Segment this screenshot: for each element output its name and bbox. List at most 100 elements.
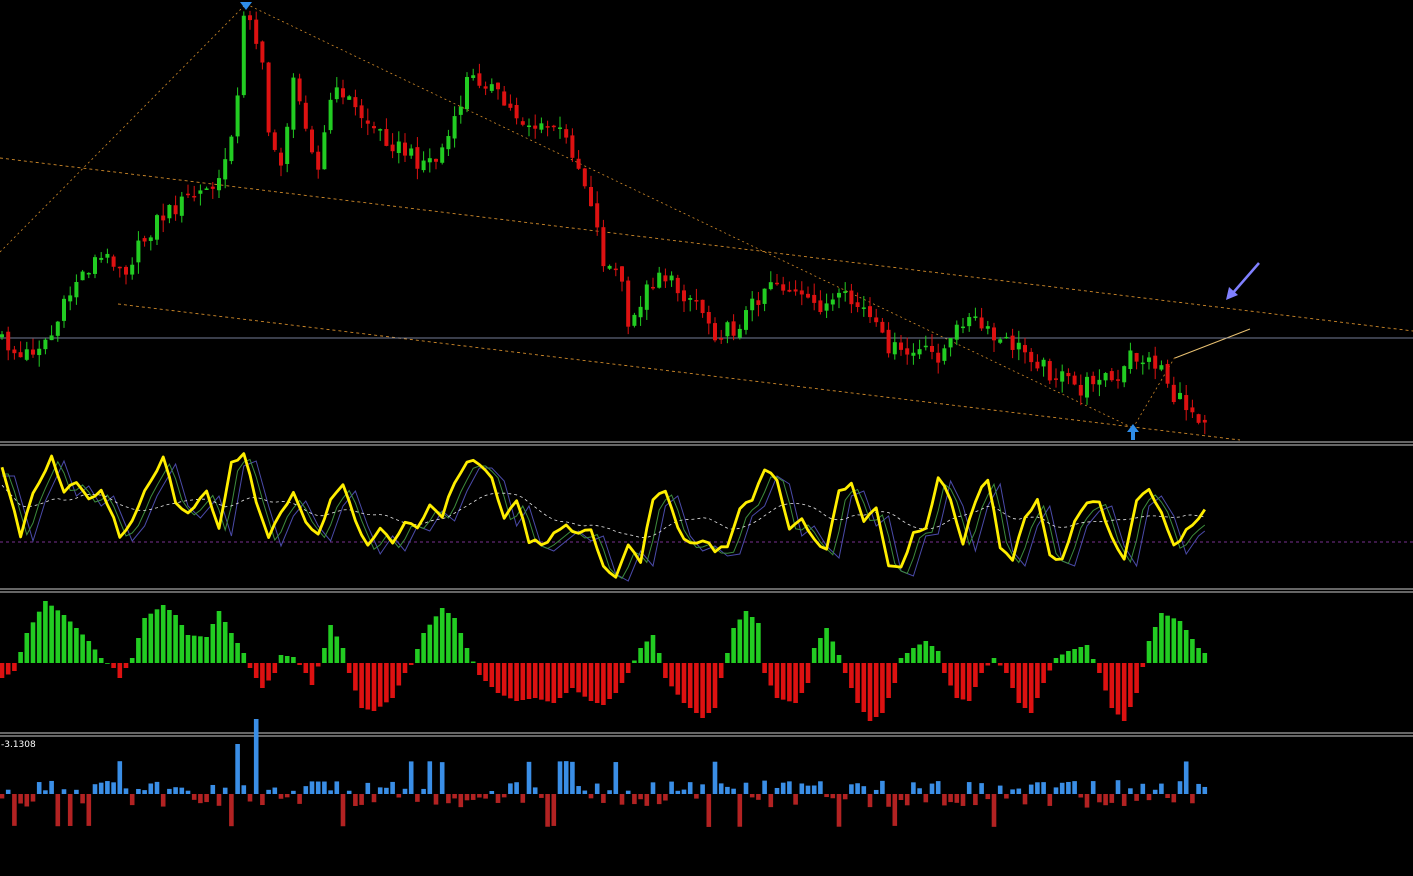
histogram-bar-positive — [923, 641, 929, 663]
histogram-bar-negative — [384, 663, 389, 703]
histogram2-bar-negative — [55, 794, 61, 827]
bull-candle — [923, 345, 928, 348]
bear-candle — [731, 321, 736, 336]
histogram2-bar-negative — [737, 794, 743, 827]
histogram2-bar-positive — [508, 783, 513, 794]
bull-candle — [1016, 342, 1021, 350]
histogram-bar-negative — [1016, 663, 1022, 703]
histogram2-bar-positive — [1159, 783, 1164, 794]
histogram-bar-negative — [985, 663, 991, 666]
histogram2-bar-positive — [167, 788, 172, 794]
histogram-bar-negative — [768, 663, 774, 686]
histogram-bar-positive — [1146, 641, 1152, 663]
bull-candle — [998, 339, 1003, 343]
histogram2-bar-positive — [669, 781, 674, 794]
bull-candle — [285, 126, 290, 164]
bear-candle — [682, 290, 686, 302]
bull-candle — [688, 298, 693, 300]
histogram-bar-positive — [1202, 653, 1208, 663]
histogram2-bar-negative — [842, 794, 848, 800]
histogram2-bar-positive — [291, 790, 296, 794]
histogram-bar-negative — [588, 663, 594, 701]
histogram2-bar-positive — [762, 780, 767, 794]
histogram2-bar-positive — [117, 761, 123, 794]
histogram-bar-negative — [563, 663, 569, 693]
histogram-bar-negative — [681, 663, 687, 703]
bull-candle — [942, 348, 947, 361]
bull-candle — [167, 204, 172, 219]
histogram-bar-positive — [1165, 615, 1170, 663]
bull-candle — [452, 116, 457, 139]
histogram2-bar-negative — [706, 794, 712, 827]
bull-candle — [539, 123, 544, 130]
bear-candle — [613, 268, 618, 271]
histogram2-bar-negative — [973, 794, 978, 806]
histogram2-bar-positive — [1072, 781, 1077, 794]
histogram2-bar-negative — [0, 794, 5, 799]
histogram-bar-negative — [532, 663, 538, 698]
bull-candle — [241, 15, 246, 96]
histogram2-bar-positive — [979, 783, 984, 794]
histogram-bar-negative — [520, 663, 526, 700]
histogram-bar-positive — [278, 655, 284, 663]
bear-candle — [589, 186, 593, 207]
histogram2-bar-negative — [18, 794, 23, 804]
histogram-bar-positive — [18, 652, 23, 663]
histogram2-bar-negative — [551, 794, 557, 826]
histogram-bar-positive — [142, 618, 147, 663]
histogram2-bar-negative — [30, 794, 36, 802]
histogram-bar-positive — [824, 628, 829, 663]
bear-candle — [365, 120, 370, 124]
bear-candle — [341, 88, 345, 98]
histogram2-bar-positive — [365, 782, 371, 794]
histogram-bar-positive — [1066, 651, 1071, 663]
histogram2-bar-negative — [501, 794, 507, 798]
histogram-bar-negative — [359, 663, 364, 708]
histogram2-bar-positive — [607, 790, 612, 794]
histogram2-bar-positive — [997, 785, 1003, 794]
histogram2-bar-negative — [297, 794, 302, 804]
histogram2-bar-negative — [619, 794, 625, 805]
histogram2-bar-negative — [495, 794, 501, 803]
histogram-bar-negative — [483, 663, 488, 681]
bull-candle — [744, 310, 748, 330]
bull-candle — [291, 77, 296, 130]
histogram2-bar-positive — [532, 787, 538, 794]
histogram-bar-negative — [402, 663, 408, 673]
histogram2-bar-positive — [322, 781, 327, 794]
bull-candle — [471, 75, 476, 78]
bull-candle — [1140, 362, 1145, 365]
momentum-histogram-panel — [0, 601, 1208, 721]
histogram-bar-positive — [30, 622, 36, 663]
bull-candle — [204, 188, 209, 190]
histogram2-bar-negative — [601, 794, 606, 803]
histogram2-bar-negative — [942, 794, 947, 806]
bull-candle — [148, 237, 153, 241]
histogram2-bar-positive — [743, 782, 749, 794]
histogram-bar-negative — [613, 663, 619, 693]
histogram2-bar-negative — [1165, 794, 1170, 799]
bull-candle — [657, 272, 662, 288]
histogram2-bar-positive — [346, 790, 352, 794]
bull-candle — [440, 147, 445, 163]
histogram-bar-negative — [607, 663, 612, 699]
histogram2-bar-positive — [774, 787, 780, 794]
bear-candle — [254, 19, 259, 44]
histogram-bar-negative — [948, 663, 953, 686]
bull-candle — [421, 160, 426, 171]
histogram2-bar-positive — [1053, 787, 1059, 794]
histogram2-bar-negative — [663, 794, 668, 801]
histogram-bar-negative — [5, 663, 11, 675]
histogram2-bar-positive — [1152, 789, 1158, 794]
bear-candle — [1165, 363, 1170, 384]
histogram-bar-positive — [818, 638, 823, 663]
bear-candle — [1190, 407, 1195, 413]
histogram2-bar-positive — [966, 782, 972, 794]
histogram2-bar-positive — [787, 781, 792, 794]
bull-candle — [824, 303, 829, 311]
bull-candle — [961, 326, 965, 329]
histogram-bar-negative — [1128, 663, 1133, 707]
histogram2-bar-positive — [873, 789, 879, 794]
bull-candle — [322, 132, 327, 170]
histogram2-bar-negative — [886, 794, 891, 807]
